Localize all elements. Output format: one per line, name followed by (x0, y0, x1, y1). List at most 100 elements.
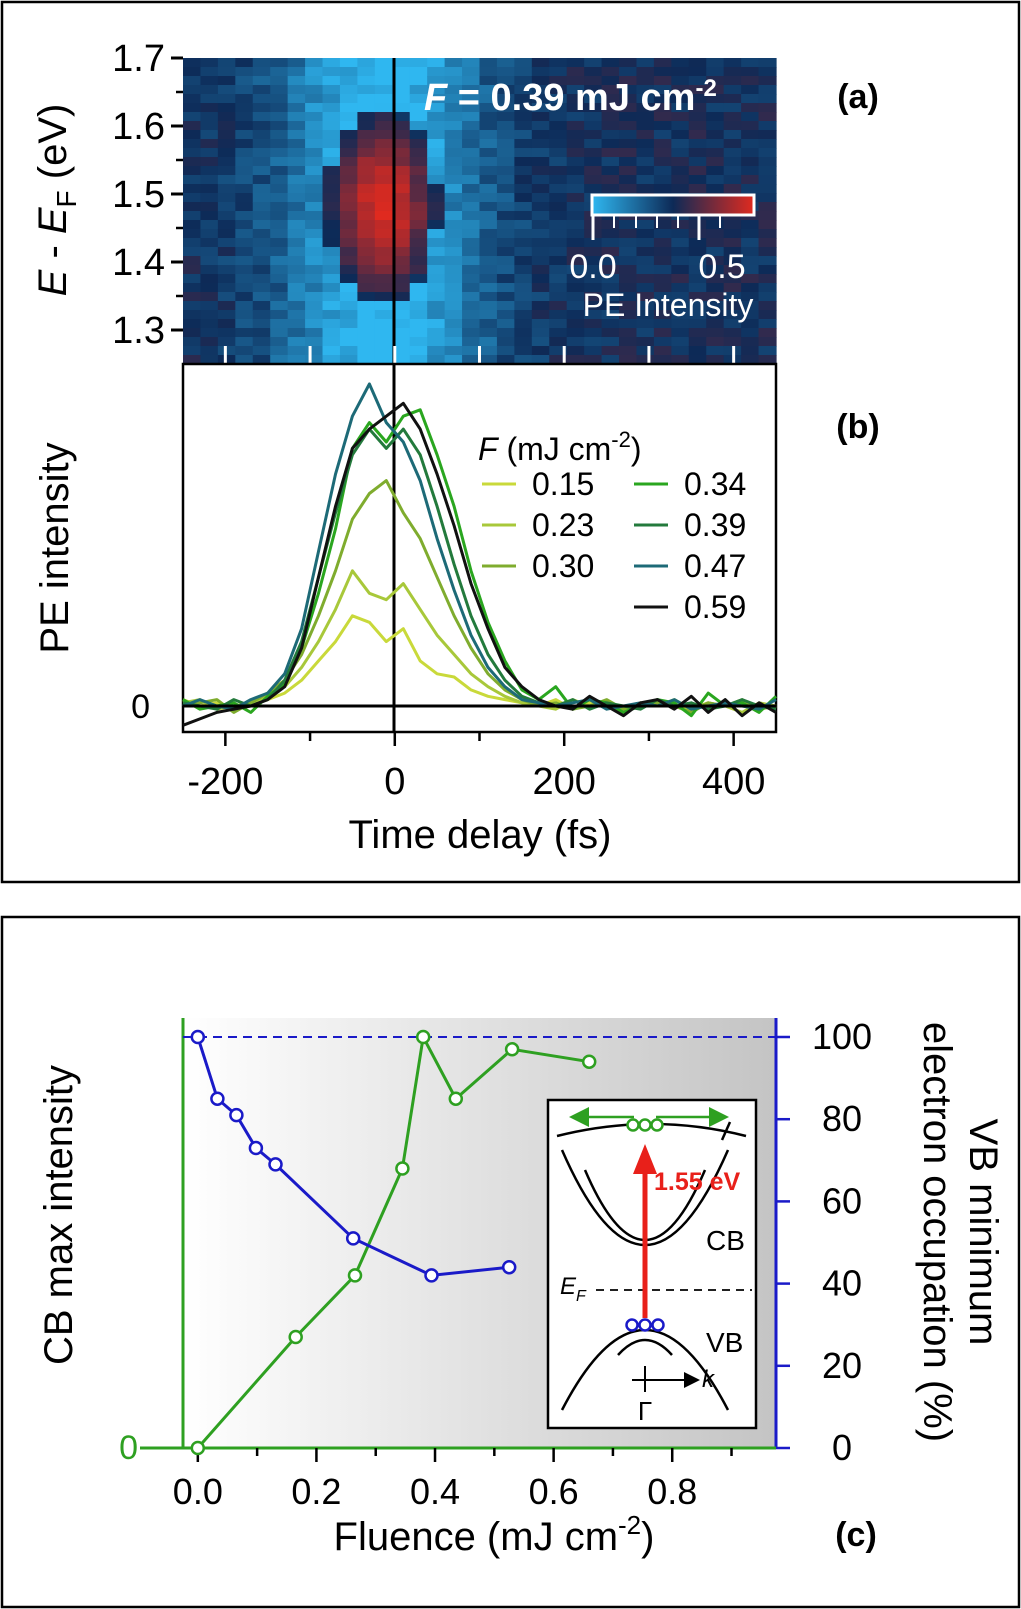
heatmap-cell (496, 229, 515, 239)
heatmap-cell (514, 148, 533, 158)
heatmap-cell (339, 238, 359, 248)
heatmap-cell (339, 274, 359, 284)
heatmap-cell (357, 265, 376, 275)
heatmap-cell (619, 292, 638, 302)
heatmap-cell (584, 337, 603, 347)
heatmap-cell (723, 292, 742, 302)
heatmap-cell (514, 85, 533, 95)
heatmap-cell (496, 238, 515, 248)
right-y-tick-label: 80 (822, 1098, 862, 1139)
heatmap-cell (688, 283, 707, 293)
heatmap-cell (235, 247, 254, 257)
heatmap-cell (758, 121, 777, 131)
ylabel-e2: E (31, 206, 75, 234)
heatmap-cell (235, 103, 254, 113)
heatmap-cell (688, 112, 707, 122)
heatmap-cell (444, 337, 463, 347)
heatmap-cell (531, 247, 550, 257)
heatmap-cell (427, 310, 446, 320)
heatmap-cell (427, 346, 446, 356)
heatmap-cell (566, 193, 585, 203)
heatmap-cell (706, 85, 725, 95)
heatmap-cell (444, 238, 463, 248)
heatmap-cell (671, 238, 690, 248)
heatmap-cell (514, 94, 533, 104)
heatmap-cell (217, 283, 236, 293)
heatmap-cell (462, 202, 481, 212)
heatmap-cell (741, 130, 760, 140)
heatmap-cell (287, 346, 306, 356)
heatmap-cell (374, 265, 393, 275)
heatmap-cell (409, 274, 428, 284)
heatmap-cell (619, 355, 638, 365)
heatmap-cell (514, 166, 533, 176)
heatmap-cell (479, 265, 498, 275)
heatmap-cell (636, 112, 655, 122)
heatmap-cell (601, 238, 620, 248)
heatmap-cell (636, 283, 655, 293)
heatmap-cell (287, 85, 306, 95)
heatmap-cell (496, 247, 515, 257)
heatmap-cell (427, 58, 446, 68)
heatmap-cell (636, 319, 655, 329)
heatmap-cell (549, 247, 568, 257)
heatmap-cell (549, 121, 568, 131)
heatmap-cell (741, 355, 760, 365)
heatmap-cell (183, 220, 202, 230)
heatmap-cell (374, 328, 393, 338)
heatmap-cell (217, 103, 236, 113)
heatmap-cell (322, 301, 341, 311)
heatmap-cell (357, 292, 376, 302)
heatmap-cell (183, 58, 202, 68)
heatmap-cell (270, 238, 289, 248)
heatmap-cell (183, 229, 202, 239)
heatmap-cell (688, 103, 707, 113)
heatmap-cell (287, 139, 306, 149)
heatmap-cell (479, 220, 498, 230)
heatmap-cell (235, 121, 254, 131)
heatmap-cell (636, 58, 655, 68)
panel-label-b: (b) (836, 408, 879, 446)
heatmap-cell (496, 94, 515, 104)
heatmap-cell (374, 256, 393, 266)
fluence-panel: 0.0 0.2 0.4 0.6 0.8 0 20 40 60 80 100 0 CB max int… (37, 1016, 1005, 1559)
heatmap-cell (741, 67, 760, 77)
heatmap-cell (287, 148, 306, 158)
heatmap-cell (183, 211, 202, 221)
heatmap-cell (671, 121, 690, 131)
heatmap-cell (427, 175, 446, 185)
heatmap-cell (619, 157, 638, 167)
heatmap-cell (514, 274, 533, 284)
heatmap-cell (235, 256, 254, 266)
heatmap-cell (653, 265, 672, 275)
heatmap-cell (322, 328, 341, 338)
heatmap-cell (427, 229, 446, 239)
heatmap-cell (427, 292, 446, 302)
heatmap-cell (252, 166, 271, 176)
heatmap-cell (531, 202, 550, 212)
heatmap-cell (514, 112, 533, 122)
heatmap-cell (270, 256, 289, 266)
heatmap-cell (305, 85, 324, 95)
heatmap-cell (235, 211, 254, 221)
heatmap-cell (183, 283, 202, 293)
heatmap-cell (741, 58, 760, 68)
heatmap-cell (287, 319, 306, 329)
heatmap-cell (305, 67, 324, 77)
axes-c: 0.0 0.2 0.4 0.6 0.8 0 20 40 60 80 100 (173, 1016, 872, 1512)
heatmap-cell (270, 265, 289, 275)
heatmap-cell (723, 337, 742, 347)
heatmap-cell (357, 256, 376, 266)
heatmap-cell (566, 58, 585, 68)
heatmap-cell (653, 103, 672, 113)
heatmap-cell (584, 346, 603, 356)
heatmap-cell (653, 184, 672, 194)
heatmap-cell (636, 85, 655, 95)
heatmap-cell (723, 112, 742, 122)
heatmap-cell (531, 76, 550, 86)
heatmap-cell (322, 247, 341, 257)
heatmap-cell (252, 265, 271, 275)
heatmap-cell (706, 346, 725, 356)
heatmap-cell (235, 130, 254, 140)
heatmap-cell (462, 148, 481, 158)
